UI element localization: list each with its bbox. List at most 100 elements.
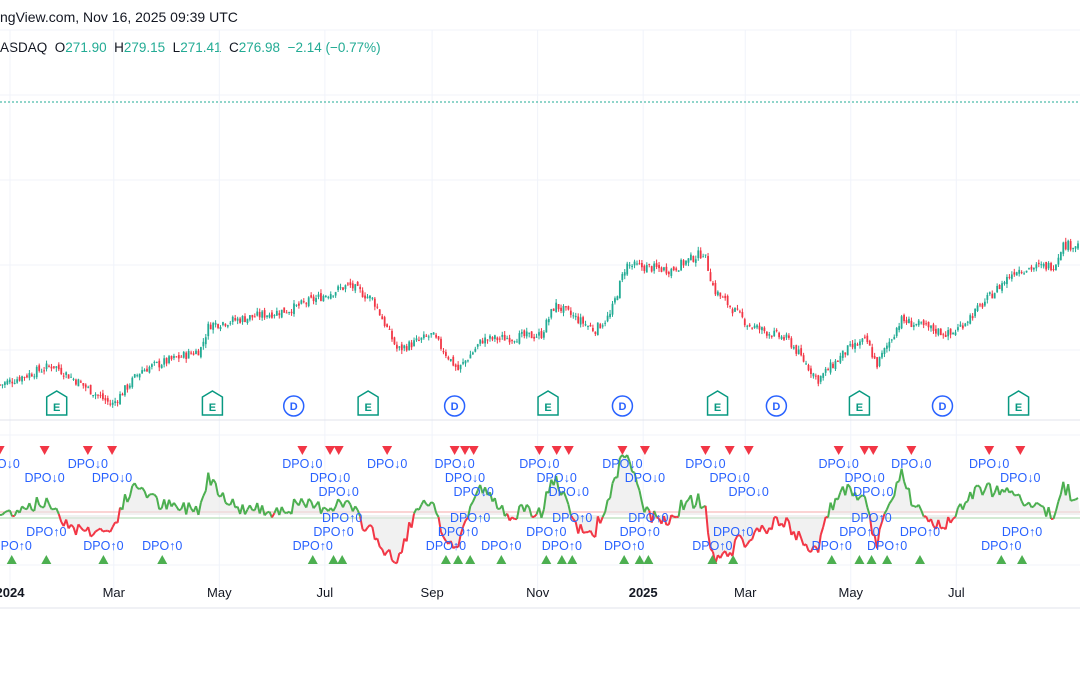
candle: [746, 324, 749, 330]
candle-body: [670, 268, 673, 276]
osc-line-segment: [410, 513, 416, 528]
candle: [126, 383, 129, 393]
candle-body: [618, 280, 621, 298]
osc-line-segment: [854, 492, 859, 501]
candle: [966, 320, 969, 326]
osc-line-segment: [413, 508, 418, 514]
triangle-up-icon: [1017, 555, 1028, 564]
candle: [922, 319, 925, 329]
osc-line-segment: [1052, 510, 1057, 520]
candle-body: [1067, 240, 1070, 251]
candle: [486, 339, 489, 344]
candle-body: [530, 331, 533, 339]
candle: [425, 333, 428, 337]
signal-up-label: DPO↑0: [692, 539, 732, 553]
candle: [856, 342, 859, 346]
signal-down: DPO↓0: [92, 446, 132, 485]
candle-body: [763, 327, 766, 332]
candle: [1042, 262, 1045, 269]
candle: [783, 334, 785, 342]
candle-body: [878, 356, 881, 367]
signal-up-label: DPO↑0: [851, 511, 891, 525]
candle: [976, 303, 979, 313]
osc-line-segment: [991, 492, 996, 498]
candle-body: [251, 314, 254, 318]
osc-line-segment: [819, 526, 825, 536]
candle: [677, 270, 680, 272]
candle-body: [226, 325, 229, 327]
osc-line-segment: [11, 514, 15, 518]
candle: [1008, 274, 1011, 280]
candle: [491, 336, 494, 342]
candle: [320, 289, 322, 302]
osc-line-segment: [354, 505, 359, 511]
candle: [67, 374, 70, 379]
osc-line-segment: [418, 504, 423, 511]
candle: [467, 359, 469, 363]
osc-line-segment: [700, 506, 704, 510]
candle-body: [364, 295, 366, 299]
candle: [626, 261, 629, 276]
candle-body: [18, 376, 21, 381]
signal-down: DPO↓0: [710, 446, 750, 485]
candle: [844, 352, 847, 358]
candle-body: [915, 323, 918, 325]
candle-body: [1050, 262, 1052, 271]
candle: [599, 322, 602, 329]
signal-down: DPO↓0: [602, 446, 643, 471]
candle-body: [856, 344, 859, 346]
osc-line-segment: [662, 515, 668, 526]
osc-line-segment: [376, 538, 381, 548]
osc-line-segment: [128, 485, 134, 497]
osc-line-segment: [1072, 498, 1076, 502]
candle: [266, 315, 268, 319]
signal-down-label: DPO↓0: [537, 471, 577, 485]
candle-body: [574, 315, 577, 318]
candle-body: [631, 265, 633, 267]
candle-body: [361, 290, 364, 298]
candle: [797, 345, 800, 355]
osc-line-segment: [677, 499, 683, 517]
candle-body: [57, 364, 60, 370]
candle-body: [33, 376, 36, 378]
candle-body: [317, 294, 320, 297]
candle: [440, 336, 442, 351]
candle-body: [1077, 243, 1079, 249]
candle: [422, 331, 425, 340]
osc-line-segment: [515, 505, 521, 520]
candle: [893, 334, 896, 340]
osc-line-segment: [650, 510, 656, 523]
osc-line-segment: [907, 488, 913, 506]
triangle-down-icon: [297, 446, 308, 455]
candle-body: [324, 295, 327, 298]
candle-body: [148, 366, 151, 373]
candle-body: [280, 309, 283, 318]
triangle-up-icon: [707, 555, 718, 564]
candle-body: [525, 331, 528, 337]
candle-body: [547, 319, 550, 323]
candle: [332, 295, 335, 298]
candle: [163, 355, 166, 368]
osc-line-segment: [307, 498, 312, 503]
candle: [839, 352, 842, 365]
candle-body: [770, 335, 773, 338]
candle: [121, 392, 124, 396]
candle-body: [724, 295, 727, 299]
candle: [349, 278, 352, 288]
candle-body: [682, 260, 685, 266]
signal-down: DPO↓0: [367, 446, 407, 471]
candle: [484, 333, 486, 347]
candle: [572, 312, 575, 319]
candle: [1023, 271, 1025, 275]
candle: [739, 309, 741, 314]
candle-body: [641, 263, 643, 268]
candle: [768, 331, 771, 339]
osc-line-segment: [280, 506, 286, 513]
osc-line-segment: [1040, 504, 1045, 508]
candle-body: [128, 385, 131, 388]
candle-body: [89, 384, 92, 395]
earnings-marker: E: [357, 390, 379, 416]
osc-line-segment: [868, 515, 874, 535]
candle-body: [555, 302, 558, 313]
